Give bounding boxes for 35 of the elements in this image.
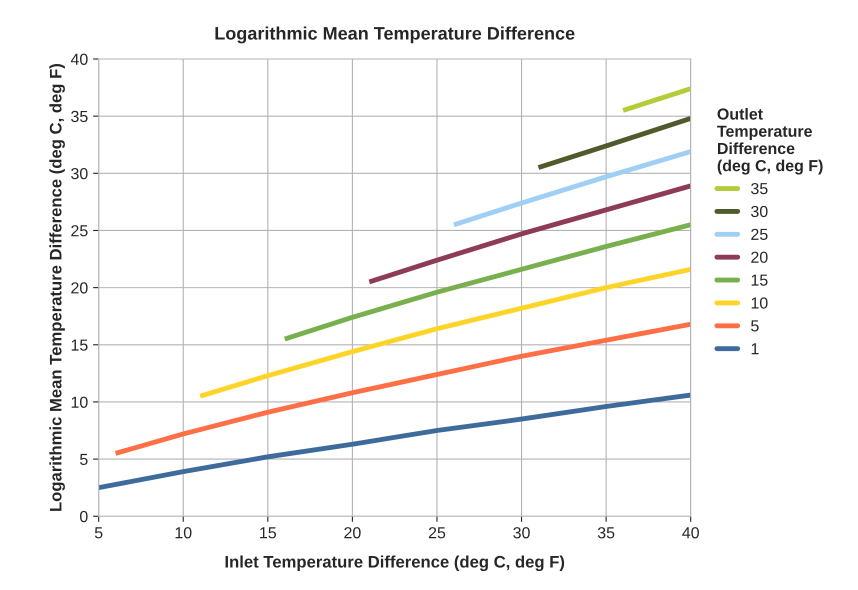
y-tick-label: 10: [72, 396, 88, 408]
y-tick-label: 0: [80, 510, 88, 522]
line-series: [366, 183, 691, 284]
line-series: [198, 266, 691, 399]
legend-label: 1: [752, 343, 759, 354]
legend-label: 5: [751, 320, 759, 332]
x-tick-label: 10: [176, 527, 192, 538]
x-tick-label: 5: [94, 527, 102, 538]
y-tick-label: 35: [71, 110, 88, 122]
line-series: [282, 222, 691, 342]
legend-label: 15: [752, 274, 768, 286]
x-axis-title: Inlet Temperature Difference (deg C, deg F): [226, 555, 564, 572]
line-series: [451, 149, 691, 228]
x-tick-label: 20: [344, 527, 361, 538]
legend-label: 10: [752, 297, 768, 309]
line-series: [113, 322, 691, 456]
y-tick-label: 15: [72, 340, 88, 351]
y-tick-label: 25: [71, 225, 88, 236]
y-tick-label: 40: [70, 54, 88, 65]
x-tick-label: 15: [260, 527, 276, 538]
legend-label: 30: [751, 206, 768, 218]
legend-label: 25: [751, 228, 768, 240]
legend-label: 20: [751, 252, 768, 263]
chart-title: Logarithmic Mean Temperature Difference: [215, 26, 575, 44]
y-tick-label: 5: [80, 454, 88, 466]
x-tick-label: 35: [598, 527, 614, 538]
line-series: [98, 392, 691, 490]
legend-label: 35: [751, 182, 768, 194]
x-tick-label: 40: [682, 527, 699, 538]
y-tick-label: 30: [71, 168, 88, 180]
y-tick-label: 20: [71, 282, 88, 294]
legend-title: Outlet Temperature Difference (deg C, deg F): [717, 108, 823, 175]
y-axis-title: Logarithmic Mean Temperature Difference (deg C, deg F): [49, 64, 65, 511]
x-tick-label: 30: [513, 527, 530, 538]
x-tick-label: 25: [428, 527, 446, 538]
